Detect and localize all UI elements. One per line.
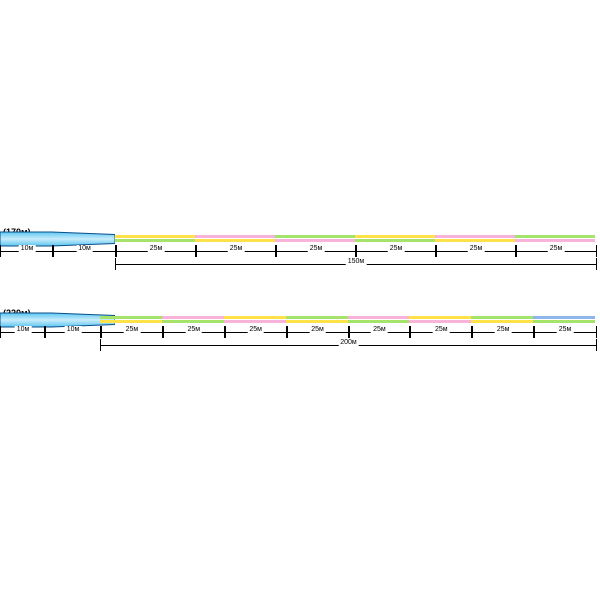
color-line bbox=[100, 316, 595, 323]
color-line bbox=[115, 235, 595, 242]
dimension-label: 25м bbox=[309, 326, 326, 333]
stripe-bottom bbox=[100, 320, 595, 323]
dimension: 10м bbox=[44, 326, 102, 338]
segment bbox=[348, 320, 410, 323]
dimensions-upper: 10м 10м 25м 25м 25м 25м 25м 25м bbox=[0, 245, 600, 257]
dimension-label: 25м bbox=[308, 245, 325, 252]
dimension: 25м bbox=[195, 245, 277, 257]
segment bbox=[100, 320, 162, 323]
dimension-total: 200м bbox=[100, 339, 597, 351]
segment bbox=[355, 239, 435, 242]
dimension: 25м bbox=[348, 326, 412, 338]
dimension: 10м bbox=[52, 245, 117, 257]
dimension-label: 25м bbox=[124, 326, 141, 333]
dimensions-upper: 10м 10м 25м 25м 25м 25м 25м 25м 25м 25м bbox=[0, 326, 600, 338]
diagram-canvas: (170м)10м10м25м25м25м25м25м25м150м(220м)… bbox=[0, 0, 600, 600]
dimension-label: 10м bbox=[76, 245, 93, 252]
segment bbox=[162, 320, 224, 323]
segment bbox=[515, 239, 595, 242]
dimension-label: 25м bbox=[548, 245, 565, 252]
dimension: 25м bbox=[286, 326, 350, 338]
dimension-label: 10м bbox=[15, 326, 32, 333]
stripe-bottom bbox=[115, 239, 595, 242]
dimension: 25м bbox=[515, 245, 597, 257]
dimension: 10м bbox=[0, 326, 46, 338]
dimension-label: 25м bbox=[495, 326, 512, 333]
segment bbox=[435, 239, 515, 242]
dimension: 25м bbox=[224, 326, 288, 338]
segment bbox=[195, 239, 275, 242]
dimensions-lower: 150м bbox=[0, 258, 600, 270]
dimension-label: 25м bbox=[148, 245, 165, 252]
dimension-label: 25м bbox=[186, 326, 203, 333]
dimension: 25м bbox=[533, 326, 597, 338]
dimension: 10м bbox=[0, 245, 54, 257]
dimension-label: 25м bbox=[228, 245, 245, 252]
dimension-label: 25м bbox=[468, 245, 485, 252]
segment bbox=[115, 239, 195, 242]
dimension-label: 25м bbox=[557, 326, 574, 333]
segment bbox=[409, 320, 471, 323]
segment bbox=[471, 320, 533, 323]
dimension: 25м bbox=[162, 326, 226, 338]
dimension-label: 10м bbox=[19, 245, 36, 252]
segment bbox=[533, 320, 595, 323]
segment bbox=[286, 320, 348, 323]
segment bbox=[224, 320, 286, 323]
dimension-total: 150м bbox=[115, 258, 597, 270]
dimensions-lower: 200м bbox=[0, 339, 600, 351]
dimension: 25м bbox=[355, 245, 437, 257]
dimension: 25м bbox=[409, 326, 473, 338]
dimension-label: 10м bbox=[65, 326, 82, 333]
dimension: 25м bbox=[435, 245, 517, 257]
dimension-label: 25м bbox=[388, 245, 405, 252]
dimension-label: 200м bbox=[338, 339, 359, 346]
dimension: 25м bbox=[100, 326, 164, 338]
dimension-label: 25м bbox=[247, 326, 264, 333]
dimension-label: 25м bbox=[433, 326, 450, 333]
segment bbox=[275, 239, 355, 242]
dimension-label: 25м bbox=[371, 326, 388, 333]
dimension: 25м bbox=[471, 326, 535, 338]
dimension: 25м bbox=[275, 245, 357, 257]
dimension-label: 150м bbox=[346, 258, 367, 265]
dimension: 25м bbox=[115, 245, 197, 257]
